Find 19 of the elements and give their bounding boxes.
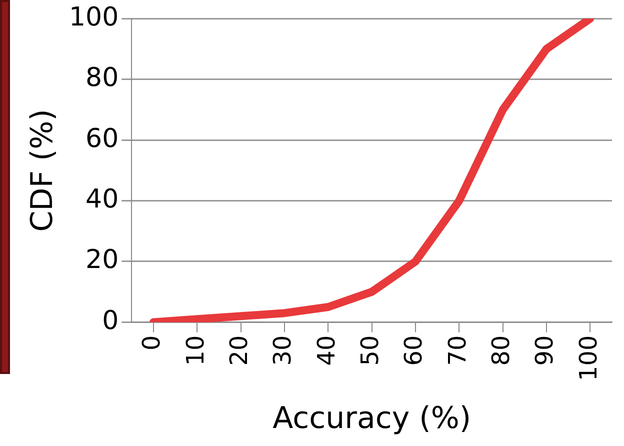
x-tick-label: 0 [138, 335, 166, 350]
y-tick-label: 100 [68, 2, 119, 32]
x-axis-title: Accuracy (%) [272, 400, 472, 436]
x-tick-label: 100 [574, 335, 602, 382]
x-tick-label: 60 [400, 335, 428, 366]
x-tick-label: 10 [181, 335, 210, 366]
x-tick-label: 90 [530, 335, 559, 366]
x-tick-label: 50 [356, 335, 384, 366]
x-tick-label: 30 [268, 335, 297, 366]
y-tick-label: 40 [86, 184, 119, 215]
y-tick-label: 80 [86, 63, 119, 94]
x-tick-label: 40 [312, 335, 340, 366]
x-tick-label: 80 [487, 335, 516, 366]
y-tick-label: 20 [86, 245, 119, 276]
x-tick-label: 70 [443, 335, 472, 366]
y-tick-label: 60 [86, 124, 119, 154]
y-tick-label: 0 [102, 306, 119, 336]
y-axis-title: CDF (%) [24, 109, 60, 232]
x-tick-label: 20 [225, 335, 254, 366]
